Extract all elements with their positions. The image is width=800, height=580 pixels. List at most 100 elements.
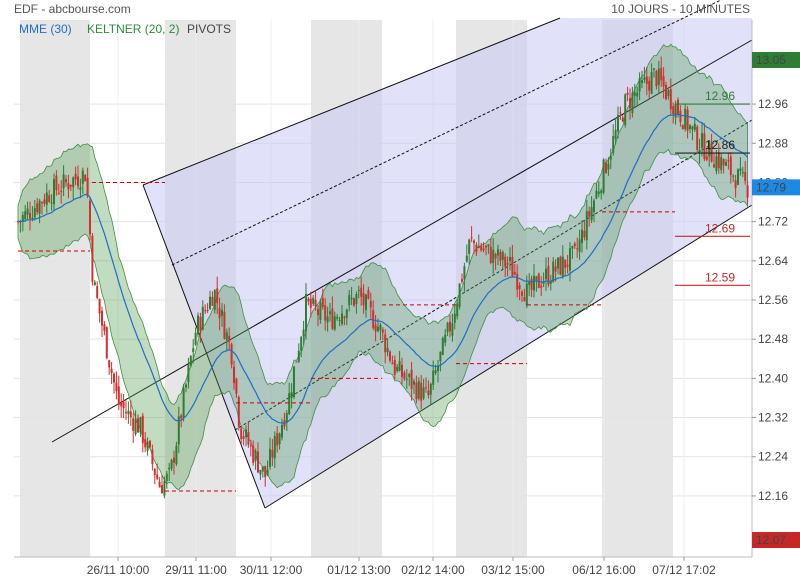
candle-body	[391, 362, 394, 365]
candle-body	[545, 268, 547, 280]
candle-body	[336, 316, 339, 319]
candle-body	[93, 282, 96, 286]
candle-body	[264, 466, 267, 478]
candle-body	[295, 361, 298, 363]
candle-body	[631, 92, 634, 114]
candle-body	[252, 445, 255, 463]
candle-body	[506, 263, 509, 265]
candle-body	[204, 310, 207, 312]
candle-body	[122, 401, 125, 408]
candle-body	[689, 125, 691, 130]
candle-body	[331, 308, 334, 329]
candle-body	[722, 159, 725, 166]
candle-body	[497, 249, 499, 256]
regression-channel	[51, 0, 753, 509]
candle-body	[151, 449, 154, 465]
candle-body	[365, 294, 367, 310]
candle-body	[727, 160, 730, 162]
channel-dotted-upper	[171, 0, 723, 266]
candle-body	[194, 332, 197, 345]
candle-body	[734, 180, 737, 188]
chart-title: EDF - abcbourse.com	[14, 2, 131, 16]
candle-body	[230, 344, 233, 365]
candle-body	[521, 291, 523, 296]
pivot-levels: 12.96 12.86 12.69 12.59	[18, 89, 750, 492]
candle-body	[401, 364, 403, 377]
candle-body	[465, 255, 468, 262]
indicator-legend: MME (30) KELTNER (20, 2) PIVOTS	[19, 22, 231, 36]
candle-body	[564, 259, 567, 268]
candle-body	[677, 99, 679, 115]
legend-keltner[interactable]: KELTNER (20, 2)	[87, 22, 179, 36]
x-tick-label: 29/11 11:00	[165, 563, 227, 577]
candle-body	[163, 480, 166, 496]
candle-body	[170, 459, 173, 469]
x-tick-label: 07/12 17:02	[652, 563, 716, 577]
candle-body	[691, 126, 694, 130]
candle-body	[197, 315, 199, 335]
y-tick-label: 12.16	[758, 489, 788, 503]
candle-body	[259, 469, 262, 475]
candle-body	[341, 313, 343, 324]
candle-body	[744, 171, 747, 181]
channel-fill	[143, 18, 752, 508]
candle-body	[583, 230, 586, 238]
candle-body	[499, 251, 502, 261]
candle-body	[437, 365, 439, 372]
candle-body	[703, 133, 706, 159]
candle-body	[43, 199, 46, 204]
candle-body	[655, 71, 658, 87]
candle-body	[211, 296, 214, 306]
candle-body	[257, 451, 259, 473]
candle-body	[602, 159, 605, 193]
legend-ema[interactable]: MME (30)	[19, 22, 72, 36]
candle-body	[494, 253, 497, 259]
candle-body	[446, 322, 449, 333]
x-tick-label: 02/12 14:00	[401, 563, 465, 577]
y-tick-label: 12.96	[758, 97, 788, 111]
candle-body	[240, 428, 243, 440]
session-band	[20, 20, 90, 557]
candle-body	[386, 347, 389, 353]
channel-start-line	[142, 184, 266, 509]
candle-body	[321, 297, 324, 308]
candle-body	[396, 366, 399, 372]
keltner-band-fill	[17, 43, 748, 490]
price-badge-low	[752, 532, 800, 548]
candle-body	[413, 381, 415, 385]
candle-body	[254, 451, 257, 461]
candle-body	[439, 351, 442, 362]
candle-body	[518, 285, 521, 290]
candle-body	[105, 327, 108, 359]
candle-body	[629, 98, 631, 109]
candle-body	[269, 448, 271, 467]
candle-body	[737, 169, 739, 185]
candle-body	[132, 418, 135, 431]
candle-body	[410, 369, 413, 389]
candle-body	[333, 316, 336, 330]
candle-body	[48, 195, 51, 202]
candle-body	[597, 191, 600, 194]
candle-body	[24, 211, 27, 220]
candle-body	[619, 112, 622, 114]
candle-body	[115, 382, 118, 392]
candle-body	[139, 417, 142, 433]
candle-body	[441, 338, 444, 355]
candle-body	[45, 192, 48, 205]
candle-body	[696, 126, 699, 150]
candle-body	[41, 202, 43, 204]
candle-body	[705, 156, 708, 160]
candle-body	[456, 303, 459, 317]
candle-body	[86, 177, 89, 197]
candle-body	[590, 207, 593, 221]
candle-body	[237, 397, 240, 427]
candle-body	[641, 80, 643, 84]
candle-body	[516, 273, 519, 290]
legend-pivots[interactable]: PIVOTS	[187, 22, 231, 36]
candle-body	[134, 418, 137, 435]
candle-body	[72, 177, 75, 188]
candle-body	[643, 77, 646, 80]
candle-body	[65, 179, 67, 183]
candle-body	[113, 373, 115, 383]
